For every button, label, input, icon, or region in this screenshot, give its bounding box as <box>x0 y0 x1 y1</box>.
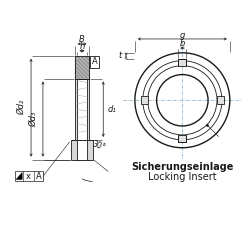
Text: Ød₃: Ød₃ <box>29 112 38 127</box>
Text: b: b <box>180 40 185 48</box>
Polygon shape <box>178 59 186 66</box>
Text: h: h <box>79 42 84 51</box>
Text: t: t <box>119 51 122 60</box>
Polygon shape <box>178 135 186 142</box>
Polygon shape <box>16 172 22 180</box>
Polygon shape <box>76 140 88 160</box>
Polygon shape <box>70 140 93 160</box>
Polygon shape <box>141 96 148 104</box>
Text: A: A <box>36 172 42 181</box>
Text: A: A <box>92 57 97 66</box>
Text: Locking Insert: Locking Insert <box>148 172 217 182</box>
Polygon shape <box>74 56 90 78</box>
Text: B: B <box>79 36 85 44</box>
Text: g: g <box>180 30 185 40</box>
Text: Sicherungseinlage: Sicherungseinlage <box>131 162 234 172</box>
Text: Ød₂: Ød₂ <box>17 100 26 116</box>
Text: 30°: 30° <box>90 140 106 153</box>
Polygon shape <box>76 78 88 140</box>
Text: x: x <box>26 172 30 181</box>
Text: d₁: d₁ <box>107 105 116 114</box>
Polygon shape <box>74 56 90 160</box>
Polygon shape <box>217 96 224 104</box>
